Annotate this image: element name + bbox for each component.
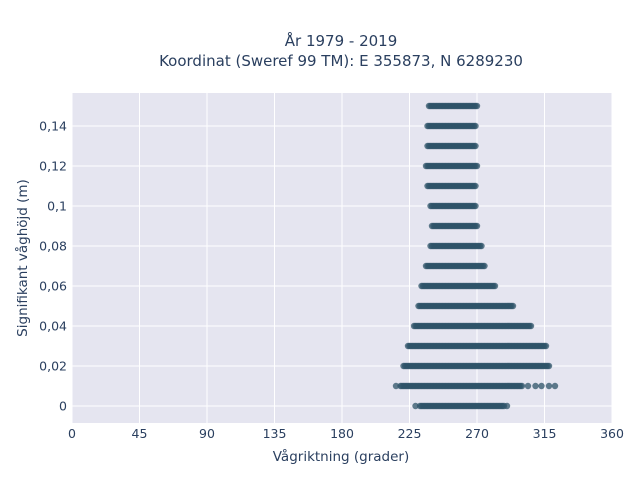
y-tick-label: 0,14 bbox=[39, 119, 67, 134]
y-tick-label: 0,08 bbox=[39, 239, 67, 254]
data-point bbox=[472, 182, 479, 190]
data-point bbox=[481, 262, 488, 270]
data-point bbox=[545, 362, 553, 370]
x-tick-label: 315 bbox=[533, 426, 557, 441]
x-tick-label: 135 bbox=[263, 426, 287, 441]
data-point bbox=[472, 122, 479, 130]
data-point bbox=[472, 142, 479, 150]
y-tick-label: 0,04 bbox=[39, 319, 67, 334]
y-tick-label: 0,02 bbox=[39, 359, 67, 374]
y-tick-label: 0,12 bbox=[39, 159, 67, 174]
y-tick-labels: 0 0,02 0,04 0,06 0,08 0,1 0,12 0,14 bbox=[39, 119, 67, 414]
data-point bbox=[518, 382, 526, 390]
x-tick-label: 360 bbox=[600, 426, 624, 441]
x-tick-label: 0 bbox=[68, 426, 76, 441]
data-point bbox=[412, 402, 419, 410]
data-point bbox=[524, 382, 532, 390]
data-point bbox=[538, 382, 545, 390]
y-tick-label: 0 bbox=[59, 399, 67, 414]
x-tick-label: 270 bbox=[465, 426, 489, 441]
chart-title-line1: År 1979 - 2019 bbox=[285, 31, 398, 50]
data-points bbox=[392, 102, 559, 410]
data-point bbox=[478, 242, 485, 250]
x-tick-labels: 0 45 90 135 180 225 270 315 360 bbox=[68, 426, 624, 441]
data-point bbox=[545, 382, 553, 390]
data-point bbox=[503, 402, 511, 410]
data-point bbox=[392, 382, 400, 390]
data-point bbox=[532, 382, 539, 390]
data-point bbox=[491, 282, 499, 290]
data-point bbox=[473, 222, 481, 230]
data-point bbox=[551, 382, 559, 390]
data-point bbox=[527, 322, 535, 330]
x-tick-label: 45 bbox=[132, 426, 148, 441]
x-tick-label: 90 bbox=[199, 426, 215, 441]
y-axis-title: Signifikant våghöjd (m) bbox=[14, 179, 31, 337]
y-tick-label: 0,06 bbox=[39, 279, 67, 294]
x-axis-title: Vågriktning (grader) bbox=[273, 448, 410, 465]
x-tick-label: 180 bbox=[330, 426, 354, 441]
chart-title-line2: Koordinat (Sweref 99 TM): E 355873, N 62… bbox=[159, 52, 523, 70]
data-point bbox=[472, 202, 479, 210]
data-point bbox=[473, 102, 481, 110]
x-tick-label: 225 bbox=[398, 426, 422, 441]
data-point bbox=[418, 282, 425, 290]
data-point bbox=[473, 162, 481, 170]
data-point bbox=[542, 342, 550, 350]
y-tick-label: 0,1 bbox=[47, 199, 67, 214]
data-point bbox=[509, 302, 517, 310]
